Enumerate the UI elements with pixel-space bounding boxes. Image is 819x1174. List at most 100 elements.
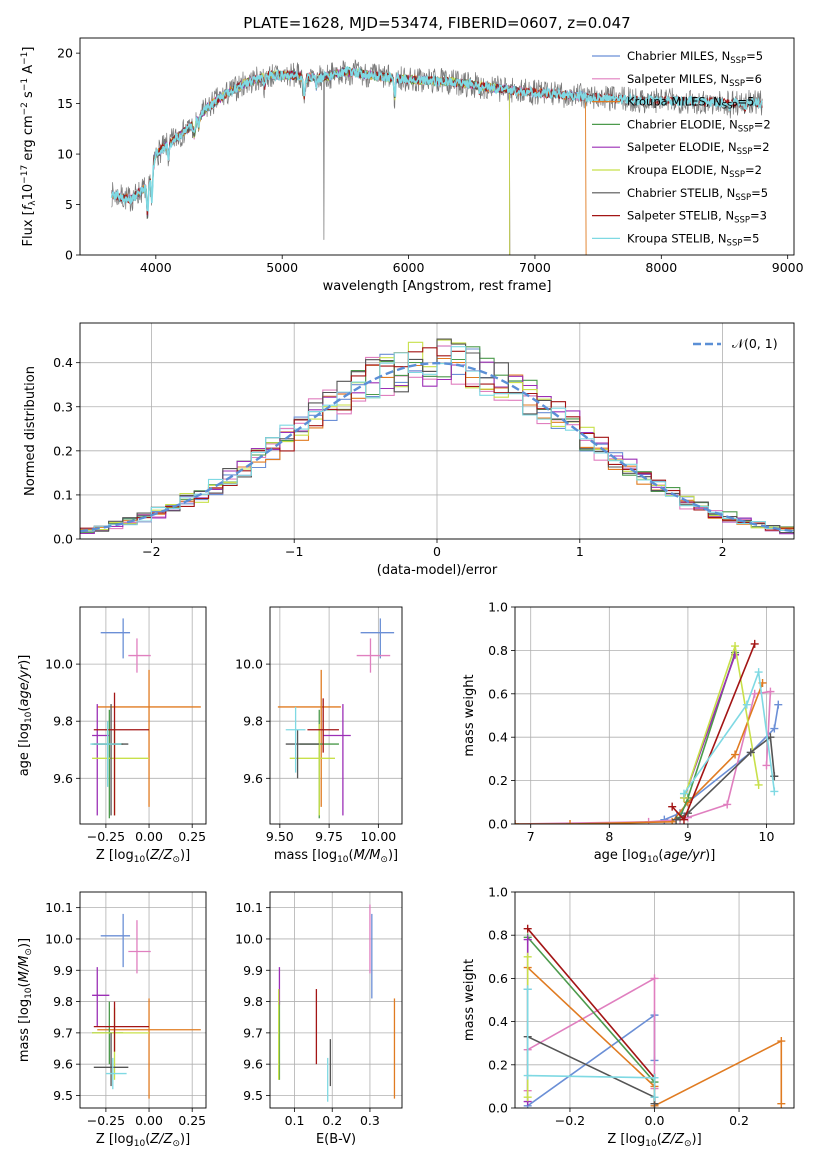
- legend-subscript: SSP: [729, 170, 745, 180]
- y-axis-label: mass weight: [462, 959, 477, 1041]
- y-axis-label-part: erg cm: [21, 115, 36, 164]
- legend-nssp: =5: [737, 95, 754, 109]
- x-axis-label-part: (data-model)/error: [377, 563, 498, 578]
- y-tick-label: 9.8: [243, 994, 263, 1009]
- y-axis-label-part: −1: [20, 52, 30, 65]
- y-axis-label-part: Normed distribution: [23, 366, 38, 496]
- x-tick-label: 7000: [519, 260, 551, 275]
- histogram-step-line: [80, 346, 794, 534]
- weight-point-marker: [742, 700, 751, 709]
- y-axis-label-part: A: [21, 65, 36, 78]
- weight-series-line: [527, 936, 656, 1083]
- y-tick-label: 1.0: [488, 885, 508, 900]
- x-tick-label: −2: [142, 544, 160, 559]
- x-axis-label-part: 10: [645, 1139, 657, 1149]
- x-axis-label-part: 10: [647, 855, 659, 865]
- y-tick-label: 9.6: [53, 771, 73, 786]
- x-axis-label-part: )]: [692, 1132, 702, 1147]
- axes-frame-age-vs-mass: [269, 606, 403, 825]
- normal-reference-curve: [80, 361, 794, 533]
- y-tick-label: 0: [65, 248, 73, 263]
- x-tick-label: 0.25: [178, 829, 206, 844]
- axes-mass-vs-ebv: 0.1 0.2 0.3 9.5 9.6 9.7 9.8 9.9 10.0 10.1: [235, 892, 402, 1128]
- legend-subscript: SSP: [730, 56, 746, 66]
- y-tick-label: 20: [57, 46, 73, 61]
- x-tick-label: 0: [433, 544, 441, 559]
- weight-point-marker: [777, 1037, 786, 1046]
- axes-frame-age-vs-Z: [79, 606, 207, 825]
- y-tick-label: 10.1: [45, 900, 73, 915]
- x-tick-label: 0.00: [135, 829, 163, 844]
- weight-point-marker: [523, 1071, 532, 1080]
- y-tick-label: 0.3: [53, 399, 73, 414]
- weight-point-marker: [523, 924, 532, 933]
- y-tick-label: 9.6: [53, 1057, 73, 1072]
- y-tick-label: 0.0: [488, 1101, 508, 1116]
- weight-series-line: [527, 1035, 656, 1104]
- x-axis-label-part: )]: [180, 848, 190, 863]
- y-axis-label: mass weight: [462, 674, 477, 756]
- x-axis-label-part: Z/Z: [149, 1132, 173, 1147]
- x-axis-label: E(B-V): [316, 1132, 356, 1147]
- x-axis-label: (data-model)/error: [377, 563, 498, 578]
- weight-point-marker: [523, 952, 532, 961]
- weight-point-marker: [731, 750, 740, 759]
- legend-subscript: SSP: [729, 79, 745, 89]
- weight-point-marker: [650, 1073, 659, 1082]
- y-axis-label: Normed distribution: [23, 366, 38, 496]
- x-axis-label-part: Z [log: [607, 1132, 645, 1147]
- y-axis-label-part: 10: [24, 711, 34, 723]
- legend-nssp: =6: [745, 72, 762, 86]
- weight-point-marker: [774, 700, 783, 709]
- x-axis-label-part: ⊙: [684, 1139, 692, 1149]
- y-tick-label: 1.0: [488, 600, 508, 615]
- weight-series-line: [526, 989, 656, 1098]
- axes-residuals: −2 −1 0 1 2 0.0 0.1 0.2 0.3 0.4: [53, 323, 794, 559]
- x-axis-label: Z [log10(Z/Z⊙)]: [96, 848, 190, 865]
- y-axis-label-part: s: [21, 91, 36, 102]
- axes-frame-mass-vs-ebv: [269, 891, 403, 1109]
- y-tick-label: 10.0: [235, 931, 263, 946]
- errorbars-age-vs-Z: [90, 618, 201, 819]
- legend-nssp: =2: [745, 163, 762, 177]
- weight-series-line: [515, 682, 764, 824]
- weight-point-marker: [679, 815, 688, 824]
- axes-mass-vs-Z: −0.25 0.00 0.25 9.5 9.6 9.7 9.8 9.9 10.0 10.1: [45, 892, 206, 1128]
- legend-label: Chabrier ELODIE, NSSP=2: [627, 117, 771, 134]
- x-tick-label: 8000: [645, 260, 677, 275]
- x-axis-label-part: ⊙: [172, 1139, 180, 1149]
- x-tick-label: 0.0: [645, 1113, 665, 1128]
- x-tick-label: −1: [285, 544, 303, 559]
- errorbars-mass-vs-Z: [92, 913, 201, 1099]
- weight-series-line: [526, 977, 656, 1091]
- legend-label: Chabrier MILES, NSSP=5: [627, 49, 763, 66]
- weight-point-marker: [523, 985, 532, 994]
- legend-nssp: =3: [750, 209, 767, 223]
- y-tick-label: 9.9: [243, 963, 263, 978]
- weight-series-line: [683, 671, 776, 795]
- legend-subscript: SSP: [734, 216, 750, 226]
- x-axis-label-part: E(B-V): [316, 1132, 356, 1147]
- y-axis-label-part: age/yr: [17, 663, 32, 706]
- y-tick-label: 0.8: [488, 928, 508, 943]
- y-tick-label: 9.6: [243, 771, 263, 786]
- y-tick-label: 10: [57, 147, 73, 162]
- weight-point-marker: [777, 1099, 786, 1108]
- y-axis-label-part: )]: [17, 938, 32, 948]
- x-axis-label-part: )]: [705, 848, 715, 863]
- legend-subscript: SSP: [722, 102, 738, 112]
- x-axis-label-part: (: [658, 848, 663, 863]
- y-axis-label-part: mass [log: [17, 999, 32, 1062]
- x-axis-label-part: (: [145, 848, 150, 863]
- y-tick-label: 9.8: [53, 994, 73, 1009]
- y-axis-label-part: λ: [28, 200, 38, 206]
- weight-point-marker: [766, 687, 775, 696]
- x-axis-label: wavelength [Angstrom, rest frame]: [323, 279, 552, 294]
- legend-model: Salpeter ELODIE, N: [627, 140, 737, 154]
- x-axis-label-part: )]: [180, 1132, 190, 1147]
- x-axis-label-part: mass [log: [274, 848, 337, 863]
- weight-lines-weight-vs-age: [515, 639, 783, 824]
- legend-model: Salpeter STELIB, N: [627, 209, 734, 223]
- weight-point-marker: [672, 815, 681, 824]
